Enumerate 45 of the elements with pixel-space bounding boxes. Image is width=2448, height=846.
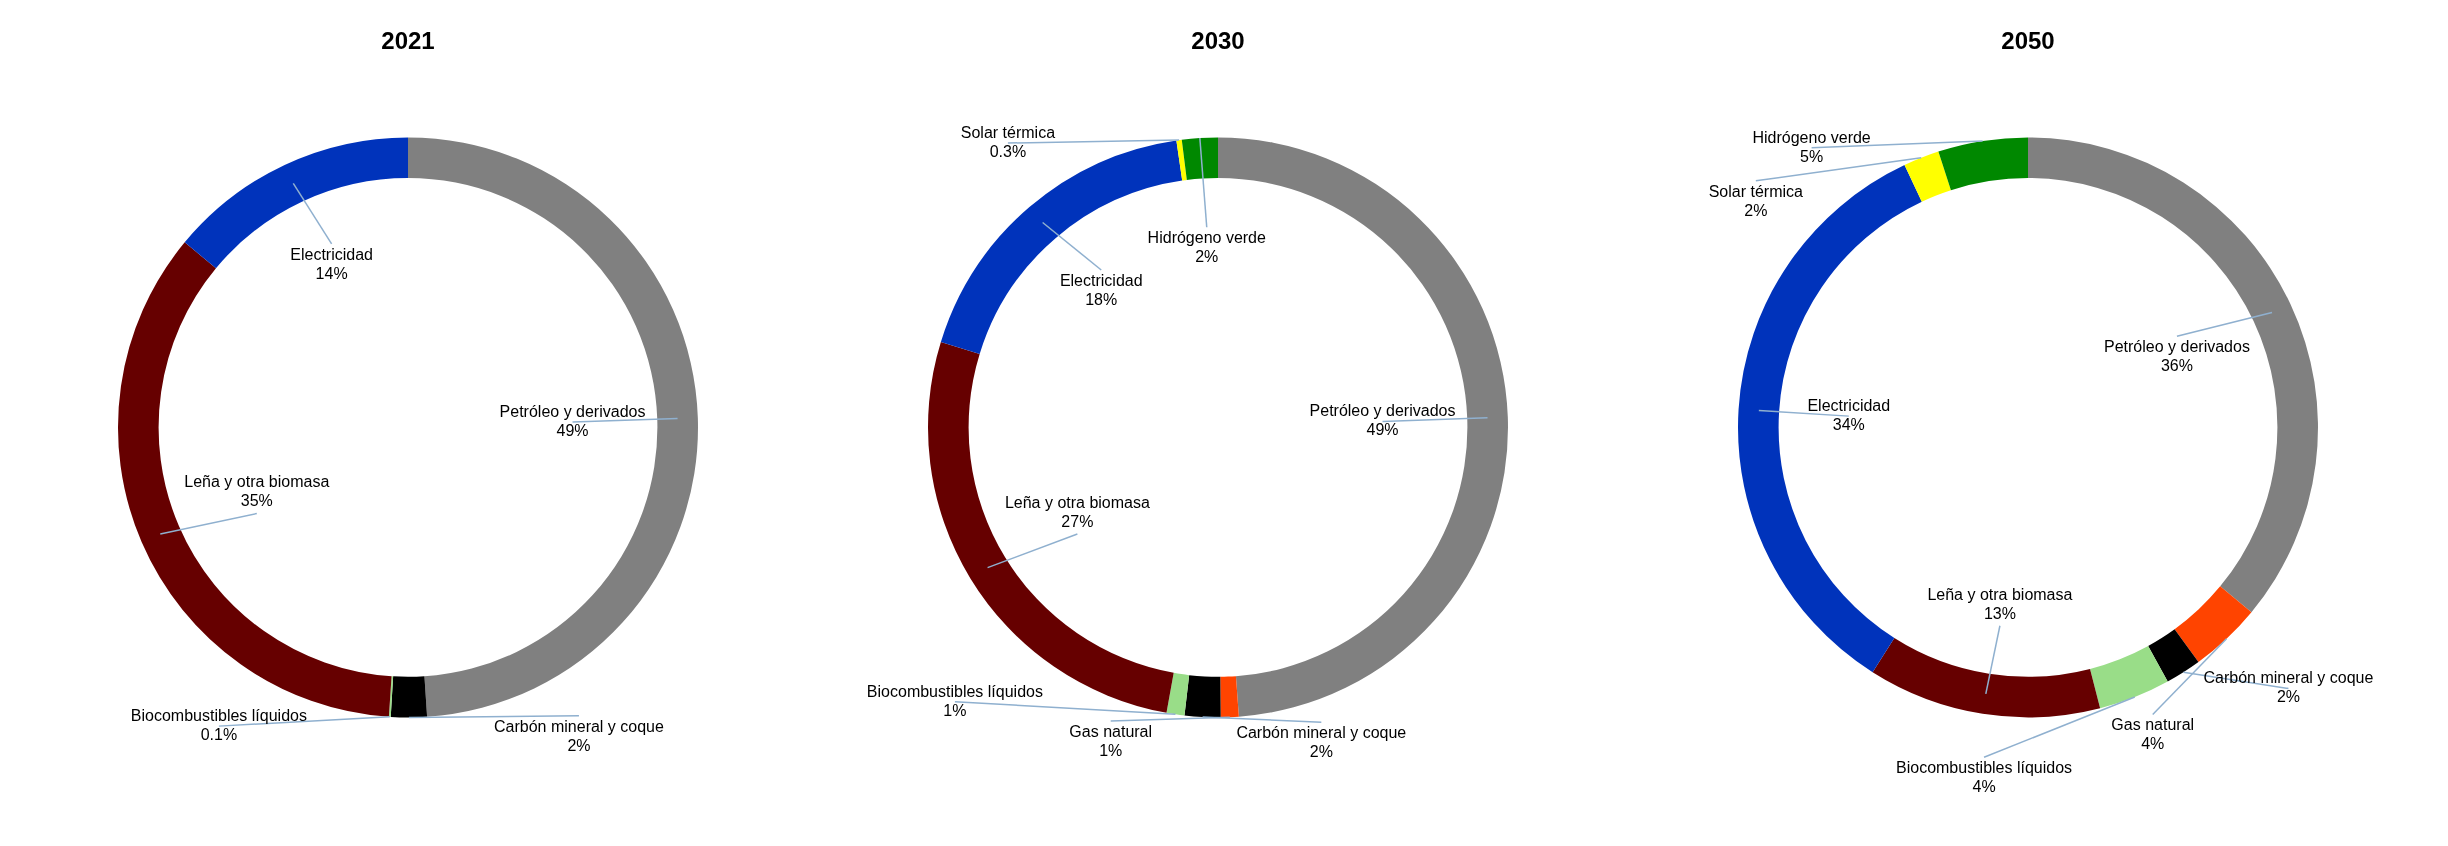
data-label: 2%	[567, 736, 591, 754]
data-label: 1%	[1099, 741, 1123, 759]
data-label: 2%	[1744, 201, 1768, 219]
slice-label: Biocombustibles líquidos	[1896, 759, 2073, 777]
data-label: 49%	[1366, 421, 1399, 439]
slice-label: Gas natural	[1069, 722, 1153, 740]
data-label: 14%	[315, 264, 348, 282]
slice-label: Leña y otra biomasa	[1004, 493, 1150, 511]
data-label: 34%	[1832, 416, 1865, 434]
slice-label: Biocombustibles líquidos	[130, 707, 307, 725]
slice-label: Petróleo y derivados	[499, 402, 646, 420]
slice-label: Petróleo y derivados	[1309, 402, 1456, 420]
data-label: 27%	[1061, 512, 1094, 530]
data-label: 36%	[2160, 357, 2193, 375]
slice-label: Hidrógeno verde	[1752, 128, 1871, 146]
slice-label: Electricidad	[290, 245, 373, 263]
data-label: 1%	[943, 701, 967, 719]
data-label: 49%	[556, 421, 589, 439]
data-label: 0.3%	[989, 142, 1027, 160]
data-label: 13%	[1983, 604, 2016, 622]
data-label: 5%	[1800, 147, 1824, 165]
slice-label: Leña y otra biomasa	[184, 473, 330, 491]
slice-label: Carbón mineral y coque	[2203, 669, 2374, 687]
slice-label: Electricidad	[1059, 271, 1143, 289]
slice-label: Carbón mineral y coque	[1236, 724, 1407, 742]
data-label: 4%	[1972, 778, 1996, 796]
data-label: 2%	[1195, 248, 1219, 266]
slice-label: Solar térmica	[1708, 182, 1804, 200]
slice-label: Hidrógeno verde	[1147, 229, 1267, 247]
slice-label: Solar térmica	[960, 123, 1056, 141]
data-label: 18%	[1085, 290, 1118, 308]
slice-label: Electricidad	[1807, 397, 1891, 415]
data-label: 4%	[2141, 735, 2165, 753]
slice-label: Carbón mineral y coque	[494, 717, 664, 735]
slice-label: Leña y otra biomasa	[1927, 585, 2073, 603]
slice-label: Petróleo y derivados	[2104, 338, 2250, 356]
slice-label: Gas natural	[2111, 716, 2195, 734]
chart-title: 2030	[1191, 27, 1245, 55]
chart-title: 2050	[2001, 27, 2055, 55]
data-label: 2%	[2276, 688, 2301, 706]
data-label: 0.1%	[200, 726, 238, 744]
data-label: 2%	[1309, 743, 1333, 761]
chart-title: 2021	[381, 27, 435, 55]
slice-label: Biocombustibles líquidos	[866, 682, 1043, 700]
data-label: 35%	[240, 492, 273, 510]
